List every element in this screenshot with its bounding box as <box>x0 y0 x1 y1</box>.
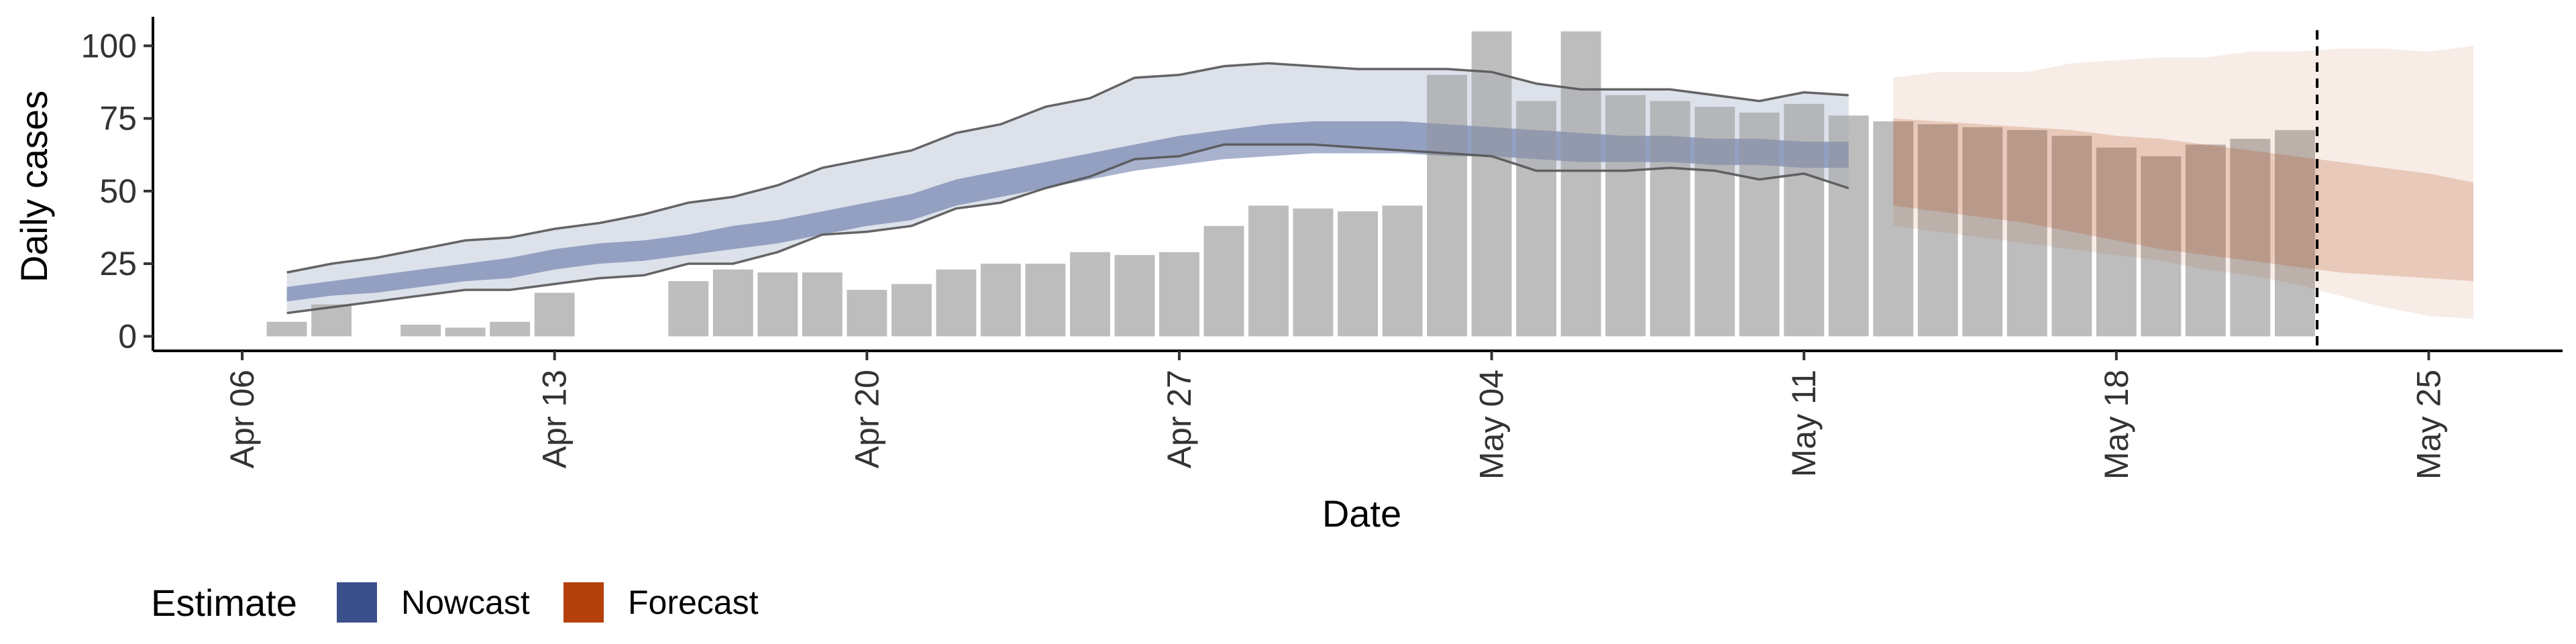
bar-2020-05-08 <box>1650 101 1690 337</box>
legend-swatch-nowcast <box>337 582 377 623</box>
data-layer <box>266 30 2473 351</box>
x-tick-label-4: May 04 <box>1473 370 1511 480</box>
legend-swatch-forecast <box>564 582 604 623</box>
axes-layer: 0 25 50 75 100 Apr 06 Apr 13 Apr 20 Apr 27 May 04… <box>81 17 2563 480</box>
bar-2020-05-05 <box>1516 101 1556 337</box>
bar-2020-05-17 <box>2051 136 2092 337</box>
bar-2020-04-26 <box>1114 255 1155 337</box>
y-tick-label-100: 100 <box>81 27 137 64</box>
bar-2020-04-17 <box>712 269 753 337</box>
bar-2020-05-09 <box>1695 107 1735 337</box>
bar-2020-04-11 <box>445 327 486 337</box>
bar-2020-04-10 <box>400 325 441 337</box>
bar-2020-05-01 <box>1338 211 1378 337</box>
bar-2020-04-29 <box>1248 205 1289 337</box>
nowcast-outer-band-overlay <box>286 63 1849 313</box>
bar-2020-04-30 <box>1293 208 1334 337</box>
bar-2020-05-18 <box>2096 147 2137 337</box>
bar-2020-04-23 <box>980 264 1021 337</box>
forecast-inner-band <box>1893 118 2473 282</box>
x-tick-label-2: Apr 20 <box>848 370 885 468</box>
y-tick-label-25: 25 <box>99 245 137 282</box>
x-tick-label-6: May 18 <box>2098 370 2135 480</box>
bar-2020-04-19 <box>802 272 843 337</box>
bar-2020-04-12 <box>490 321 531 337</box>
legend-label-nowcast: Nowcast <box>401 584 530 621</box>
bar-2020-04-24 <box>1025 264 1066 337</box>
bar-2020-04-13 <box>534 292 575 337</box>
bar-2020-05-10 <box>1739 112 1780 337</box>
bar-2020-05-12 <box>1828 115 1869 337</box>
nowcast-upper-line <box>286 62 1849 274</box>
bar-2020-05-15 <box>1962 127 2003 337</box>
y-tick-label-0: 0 <box>118 317 137 355</box>
bar-2020-04-28 <box>1203 225 1244 337</box>
bar-2020-05-16 <box>2006 129 2047 337</box>
bar-2020-05-04 <box>1471 31 1512 337</box>
bar-2020-04-22 <box>936 269 977 337</box>
forecast-outer-band <box>1893 46 2473 319</box>
y-axis-title: Daily cases <box>13 91 55 282</box>
legend-title: Estimate <box>151 582 297 624</box>
bar-2020-05-22 <box>2275 129 2315 337</box>
nowcast-inner-band <box>286 121 1849 302</box>
x-tick-label-1: Apr 13 <box>536 370 574 468</box>
bar-2020-04-18 <box>757 272 798 337</box>
bar-2020-04-07 <box>266 321 307 337</box>
nowcast-lower-line <box>286 143 1849 315</box>
bar-2020-05-21 <box>2230 138 2271 337</box>
bar-2020-05-14 <box>1917 124 1958 337</box>
y-tick-label-50: 50 <box>99 172 137 210</box>
bar-2020-04-21 <box>891 284 932 337</box>
bar-2020-05-06 <box>1560 31 1601 337</box>
x-tick-label-5: May 11 <box>1785 370 1823 477</box>
nowcast-inner-band-overlay <box>286 121 1849 302</box>
bar-2020-05-11 <box>1784 103 1825 337</box>
bar-2020-04-25 <box>1070 252 1110 337</box>
legend: Estimate Nowcast Forecast <box>151 582 759 624</box>
x-tick-label-3: Apr 27 <box>1161 370 1198 468</box>
x-tick-label-0: Apr 06 <box>223 370 261 468</box>
bar-2020-04-16 <box>668 281 709 337</box>
bar-2020-05-20 <box>2185 144 2226 337</box>
bar-2020-05-13 <box>1873 121 1914 337</box>
x-axis-title: Date <box>1322 492 1401 535</box>
x-tick-label-7: May 25 <box>2410 370 2447 480</box>
bar-2020-04-27 <box>1159 252 1199 337</box>
bar-2020-05-19 <box>2141 156 2182 337</box>
y-tick-label-75: 75 <box>99 100 137 138</box>
bar-2020-05-02 <box>1382 205 1423 337</box>
legend-label-forecast: Forecast <box>628 584 759 621</box>
bar-2020-04-20 <box>847 290 888 337</box>
bar-2020-05-07 <box>1605 95 1646 337</box>
bar-2020-05-03 <box>1427 74 1467 337</box>
